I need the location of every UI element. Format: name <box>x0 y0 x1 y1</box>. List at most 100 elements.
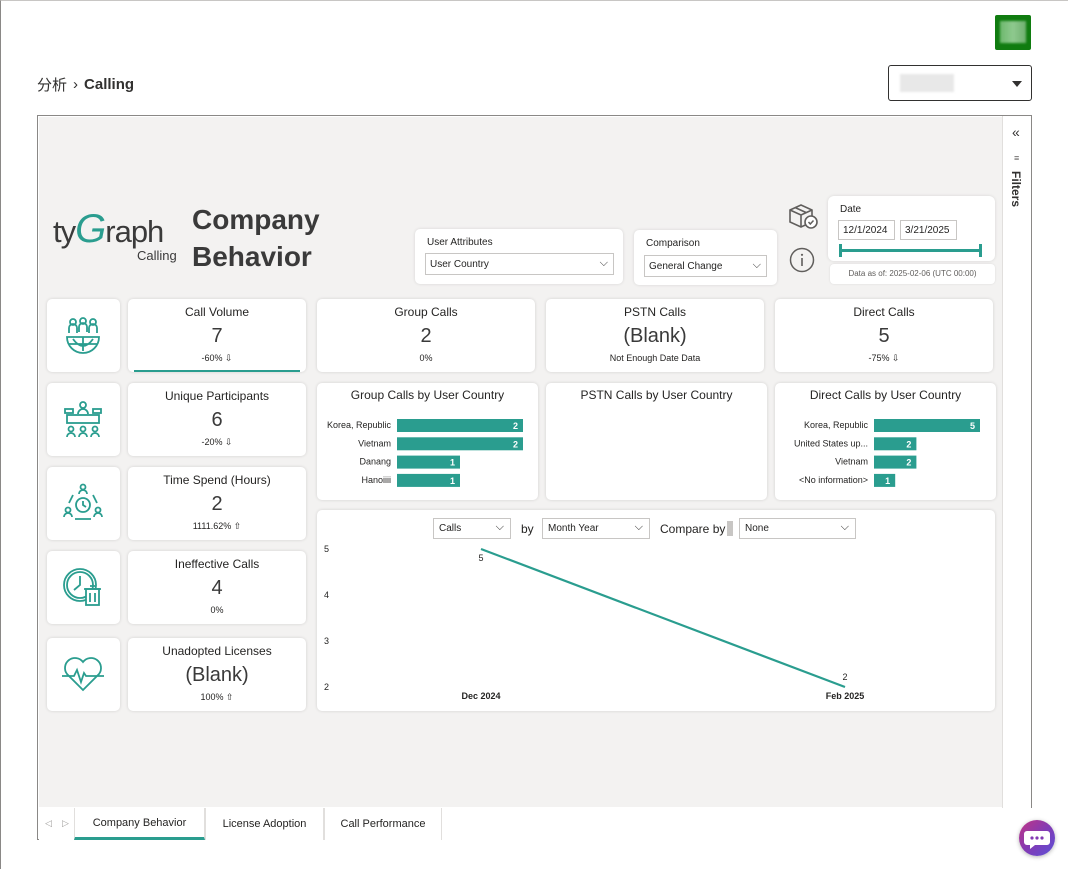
app-logo-icon[interactable] <box>995 15 1031 50</box>
tab-license-adoption[interactable]: License Adoption <box>205 808 324 840</box>
report-canvas: tyGraph Calling Company Behavior User At… <box>39 117 1002 807</box>
card-title: Call Volume <box>184 305 250 319</box>
card-change: 0% <box>210 605 224 615</box>
bar-category-label: United States up... <box>794 438 868 448</box>
clock-trash-icon-card <box>47 551 120 624</box>
collapse-icon[interactable]: « <box>1012 124 1020 140</box>
page-title: Company Behavior <box>192 204 320 272</box>
line-plot: 5 4 3 2 Dec 2024 5 Feb 2025 2 <box>324 544 864 701</box>
bar-value-label: 2 <box>906 439 911 449</box>
card-title: Group Calls <box>394 305 458 319</box>
data-label: 5 <box>478 553 483 563</box>
bar[interactable] <box>397 437 523 451</box>
bar-value-label: 1 <box>450 476 455 486</box>
chat-assistant-button[interactable] <box>1019 820 1055 856</box>
chevron-right-icon: › <box>73 76 79 93</box>
series-line[interactable] <box>480 547 846 689</box>
bar[interactable] <box>397 455 460 469</box>
people-globe-icon <box>66 317 100 354</box>
compare-color-swatch <box>727 521 733 536</box>
date-slicer: Date 12/1/2024 3/21/2025 <box>828 196 995 261</box>
y-tick-label: 3 <box>324 636 329 646</box>
clock-trash-icon <box>63 568 101 606</box>
group-calls-bar-plot: Korea, Republic 2 Vietnam 2 Danang 1 Hanoiiii 1 <box>327 419 523 487</box>
package-shield-icon[interactable] <box>787 201 819 236</box>
unadopted-licenses-card[interactable]: Unadopted Licenses (Blank) 100% ⇧ <box>128 638 306 711</box>
logo-subtitle: Calling <box>137 248 177 263</box>
breadcrumb-current: Calling <box>84 76 135 93</box>
logo-ty: ty <box>53 214 76 249</box>
card-change: -75% ⇩ <box>868 353 900 363</box>
card-change: -60% ⇩ <box>201 353 233 363</box>
tab-company-behavior[interactable]: Company Behavior <box>74 808 205 840</box>
date-end-input[interactable]: 3/21/2025 <box>900 220 957 240</box>
tab-next-icon[interactable]: ▷ <box>62 818 69 828</box>
heart-pulse-icon <box>62 657 104 692</box>
card-change: 1111.62% ⇧ <box>192 521 242 531</box>
metric-select[interactable]: Calls ⌵ <box>433 518 511 539</box>
slicer-label: User Attributes <box>427 237 493 248</box>
caret-down-icon <box>1012 81 1022 87</box>
call-volume-card[interactable]: Call Volume 7 -60% ⇩ <box>128 299 306 372</box>
tab-call-performance[interactable]: Call Performance <box>324 808 442 840</box>
select-value: Month Year <box>548 523 599 534</box>
user-attributes-slicer: User Attributes User Country ⌵ <box>415 229 623 284</box>
time-people-icon <box>63 483 103 520</box>
period-select[interactable]: Month Year ⌵ <box>542 518 650 539</box>
comparison-select[interactable]: General Change ⌵ <box>644 255 767 277</box>
breadcrumb-parent[interactable]: 分析 <box>37 77 68 94</box>
comparison-slicer: Comparison General Change ⌵ <box>634 230 777 285</box>
bar-value-label: 2 <box>906 458 911 468</box>
bar[interactable] <box>874 437 917 451</box>
chat-bubble-icon <box>1024 831 1050 849</box>
chevron-down-icon: ⌵ <box>840 521 849 533</box>
group-calls-card[interactable]: Group Calls 2 0% <box>317 299 535 372</box>
chart-title: Group Calls by User Country <box>350 388 505 402</box>
bar-category-label: Vietnam <box>358 438 391 448</box>
direct-calls-by-country-chart: Direct Calls by User Country Korea, Repu… <box>775 383 996 500</box>
bar-value-label: 2 <box>513 439 518 449</box>
slicer-label: Comparison <box>646 238 700 249</box>
dropdown-blurred-value <box>900 74 954 92</box>
card-change: 0% <box>419 353 433 363</box>
direct-calls-card[interactable]: Direct Calls 5 -75% ⇩ <box>775 299 993 372</box>
bar[interactable] <box>874 455 917 469</box>
card-title: Ineffective Calls <box>174 557 260 571</box>
time-spend-card[interactable]: Time Spend (Hours) 2 1111.62% ⇧ <box>128 467 306 540</box>
x-tick-label: Dec 2024 <box>461 691 500 701</box>
card-change: Not Enough Date Data <box>609 353 701 363</box>
app-logo-blurred <box>1000 21 1026 43</box>
bar[interactable] <box>397 419 523 432</box>
bar-category-label: <No information> <box>799 475 868 485</box>
workspace-dropdown[interactable] <box>888 65 1032 101</box>
bar[interactable] <box>874 419 980 432</box>
ineffective-calls-card[interactable]: Ineffective Calls 4 0% <box>128 551 306 624</box>
bar-value-label: 1 <box>885 476 890 486</box>
card-change: 100% ⇧ <box>200 692 234 702</box>
bar-value-label: 2 <box>513 421 518 431</box>
bar-value-label: 1 <box>450 458 455 468</box>
card-title: PSTN Calls <box>623 305 686 319</box>
by-label: by <box>521 522 534 536</box>
date-start-handle[interactable] <box>839 244 842 257</box>
y-tick-label: 4 <box>324 590 329 600</box>
tab-prev-icon[interactable]: ◁ <box>45 818 52 828</box>
filters-pane[interactable]: « ≡ Filters <box>1002 116 1031 808</box>
tygraph-logo: tyGraph Calling <box>53 207 177 263</box>
compare-select[interactable]: None ⌵ <box>739 518 856 539</box>
pstn-calls-card[interactable]: PSTN Calls (Blank) Not Enough Date Data <box>546 299 764 372</box>
bar-category-label: Korea, Republic <box>327 420 392 430</box>
date-end-handle[interactable] <box>979 244 982 257</box>
bar-category-label: Korea, Republic <box>804 420 869 430</box>
info-icon[interactable] <box>789 247 815 278</box>
filters-label[interactable]: Filters <box>1009 171 1023 208</box>
chevron-down-icon: ⌵ <box>599 257 608 269</box>
user-attributes-select[interactable]: User Country ⌵ <box>425 253 614 275</box>
date-start-input[interactable]: 12/1/2024 <box>838 220 895 240</box>
card-value: (Blank) <box>185 664 249 686</box>
card-title: Direct Calls <box>853 305 915 319</box>
bar[interactable] <box>397 473 460 487</box>
unique-participants-card[interactable]: Unique Participants 6 -20% ⇩ <box>128 383 306 456</box>
bar[interactable] <box>874 473 896 487</box>
